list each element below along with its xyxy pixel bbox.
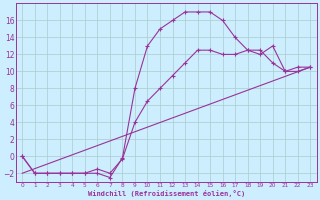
X-axis label: Windchill (Refroidissement éolien,°C): Windchill (Refroidissement éolien,°C)	[88, 190, 245, 197]
